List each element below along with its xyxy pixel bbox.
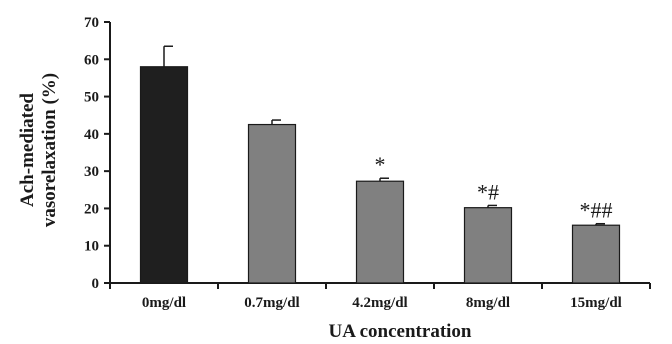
y-tick-label: 70 [84,15,99,31]
significance-mark: *# [477,179,499,204]
significance-mark: * [375,152,386,177]
y-axis-title-line-2: vasorelaxation (%) [39,73,60,227]
y-tick-label: 60 [84,52,99,68]
plot-area: 0 10 20 30 40 50 60 70 0mg/dl 0.7mg/dl 4.2mg/dl * 8m… [84,15,651,311]
x-tick-label: 0mg/dl [142,295,186,311]
bar [571,224,621,284]
x-tick-label: 8mg/dl [466,295,510,311]
x-tick-label: 4.2mg/dl [352,295,407,311]
bar [139,66,189,284]
x-tick-label: 0.7mg/dl [244,295,299,311]
y-tick-label: 20 [84,201,99,217]
y-axis-title: Ach-mediated vasorelaxation (%) [17,73,60,227]
y-tick-label: 30 [84,164,99,180]
x-axis-title: UA concentration [328,321,471,342]
y-tick-label: 10 [84,239,99,255]
significance-mark: *## [580,198,613,223]
y-axis-title-line-1: Ach-mediated [17,93,38,207]
bar [355,180,405,284]
bar [247,123,297,284]
bar [463,207,513,284]
x-tick-label: 15mg/dl [570,295,622,311]
y-tick-label: 50 [84,90,99,106]
y-tick-label: 40 [84,127,99,143]
y-tick-label: 0 [92,276,100,292]
